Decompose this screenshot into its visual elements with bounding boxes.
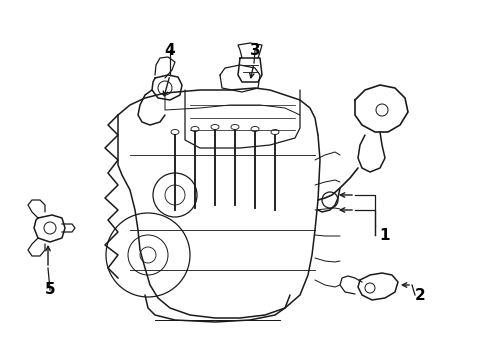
Text: 4: 4 <box>164 42 175 58</box>
Text: 5: 5 <box>44 283 55 297</box>
Text: 2: 2 <box>414 288 425 302</box>
Text: 1: 1 <box>379 228 389 243</box>
Text: 3: 3 <box>249 42 260 58</box>
